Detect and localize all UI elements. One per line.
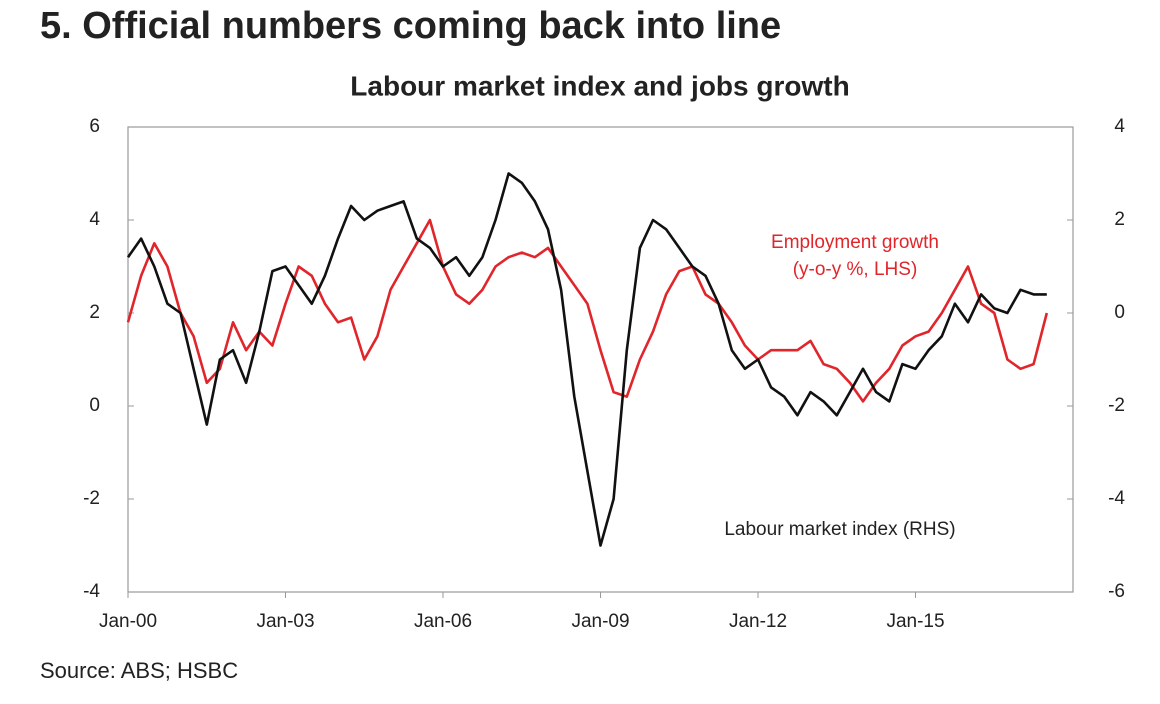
annotation: Labour market index (RHS): [724, 519, 955, 540]
y-tick-label: 2: [89, 302, 100, 323]
x-tick-label: Jan-09: [571, 611, 629, 632]
source: Source: ABS; HSBC: [40, 658, 238, 683]
chart-title: 5. Official numbers coming back into lin…: [40, 5, 781, 47]
chart-subtitle: Labour market index and jobs growth: [350, 70, 849, 101]
series-line: [126, 218, 1049, 403]
series-line: [126, 172, 1047, 547]
x-tick-label: Jan-00: [99, 611, 157, 632]
annotation: Employment growth: [771, 232, 939, 253]
y2-tick-label: -6: [1108, 581, 1125, 602]
y2-tick-label: -4: [1108, 488, 1125, 509]
y2-tick-label: 4: [1114, 116, 1125, 137]
y-tick-label: 6: [89, 116, 100, 137]
y-tick-label: -4: [83, 581, 100, 602]
x-tick-label: Jan-15: [886, 611, 944, 632]
y2-tick-label: -2: [1108, 395, 1125, 416]
y2-tick-label: 0: [1114, 302, 1125, 323]
y-tick-label: -2: [83, 488, 100, 509]
y2-tick-label: 2: [1114, 209, 1125, 230]
annotation: (y-o-y %, LHS): [793, 259, 918, 280]
x-tick-label: Jan-03: [256, 611, 314, 632]
y-tick-label: 0: [89, 395, 100, 416]
y-tick-label: 4: [89, 209, 100, 230]
x-tick-label: Jan-06: [414, 611, 472, 632]
x-tick-label: Jan-12: [729, 611, 787, 632]
